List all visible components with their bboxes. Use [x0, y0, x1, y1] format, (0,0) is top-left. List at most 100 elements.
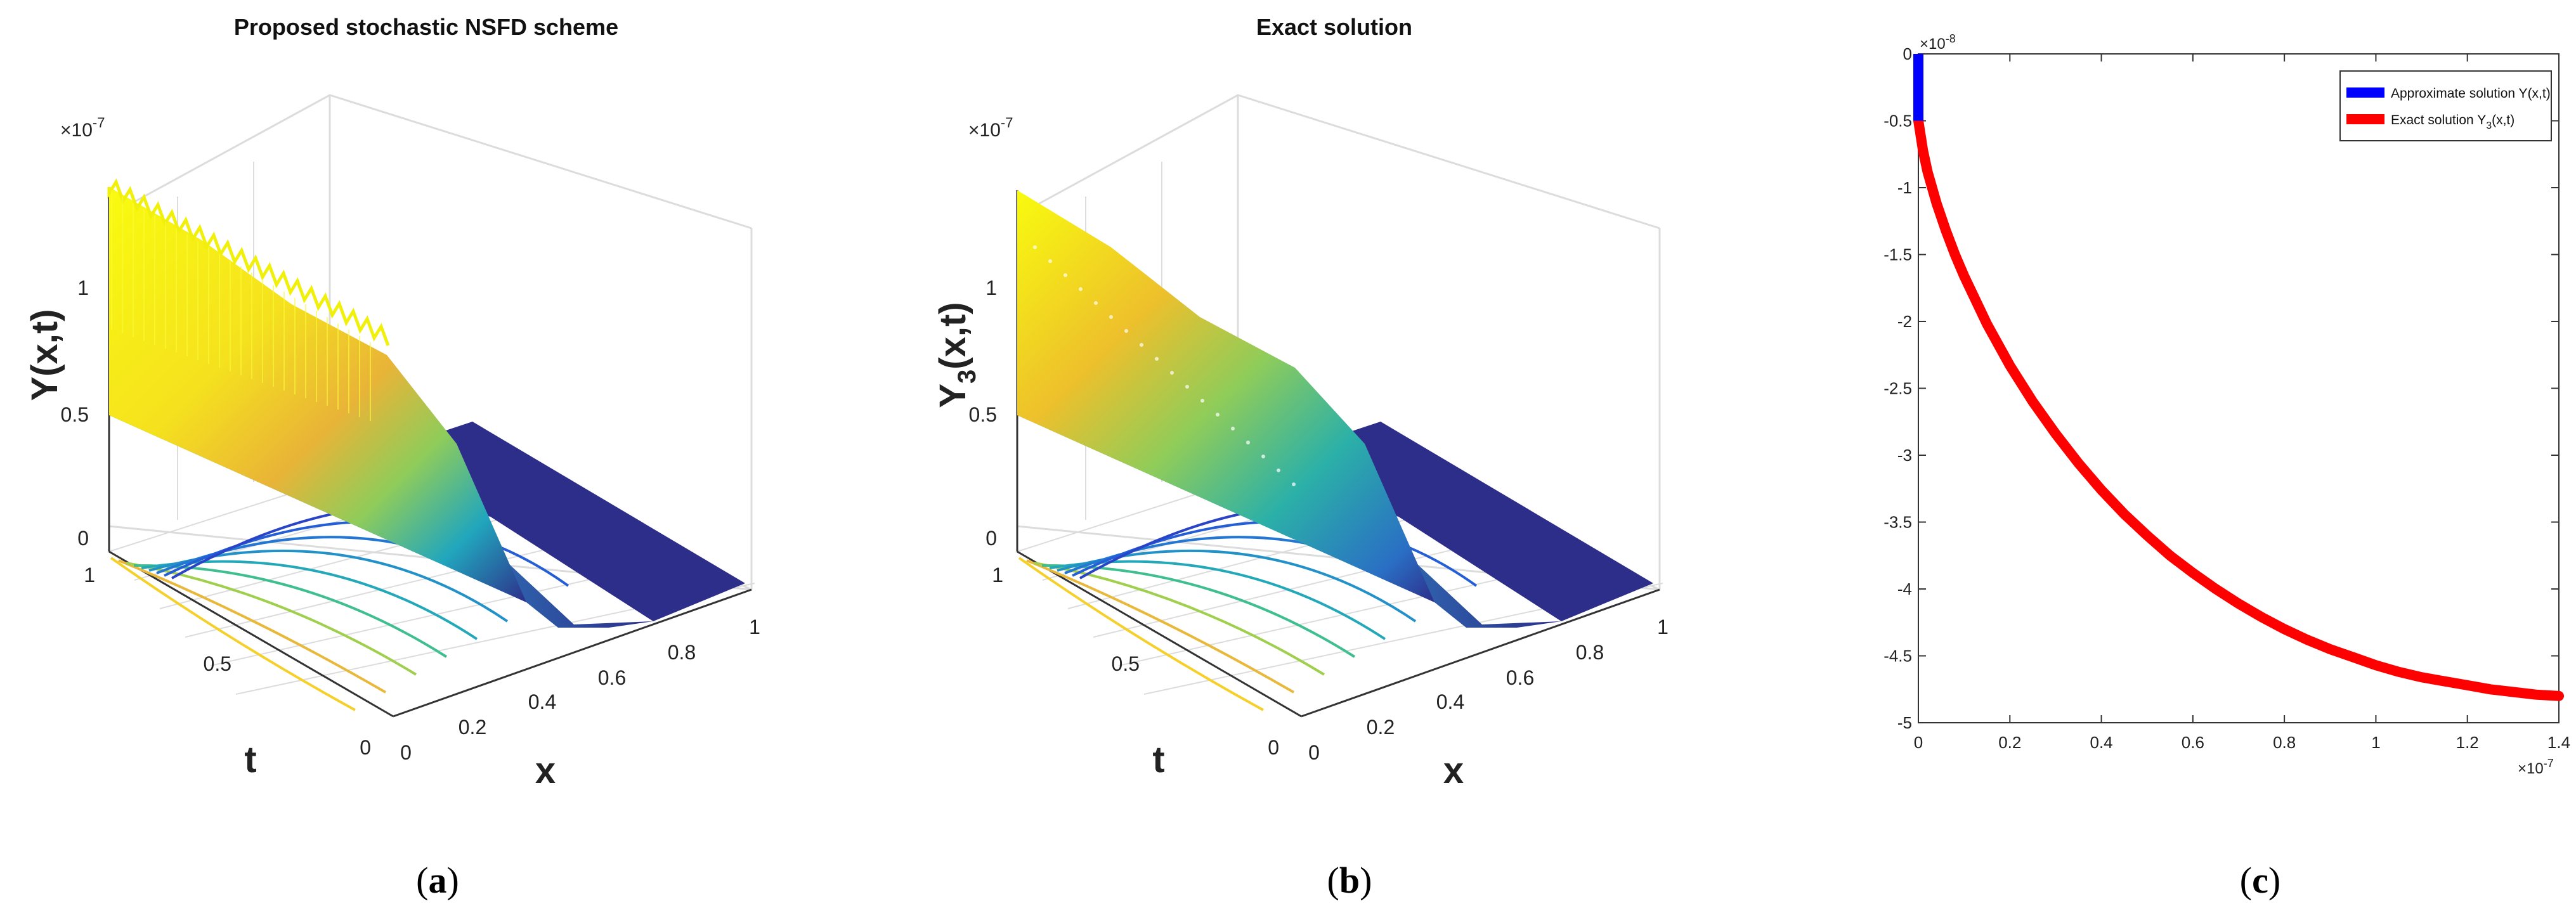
- y-tick-label: -2.5: [1883, 379, 1912, 398]
- surface-flat-region: [387, 422, 745, 621]
- series-line-exact: [1913, 115, 2564, 701]
- x-tick-label: 0.4: [528, 690, 556, 713]
- y-tick-label: -1: [1897, 178, 1912, 197]
- plot-title: Exact solution: [1256, 14, 1412, 40]
- y-tick-label: 0: [1903, 44, 1912, 63]
- surface-mesh-speck: [1064, 273, 1067, 277]
- plot-title: Proposed stochastic NSFD scheme: [234, 14, 618, 40]
- x-tick-label: 0.8: [2273, 733, 2296, 752]
- contour-line: [1041, 564, 1356, 658]
- x-tick-label: 0.6: [2182, 733, 2204, 752]
- x-axis-label: x: [535, 750, 556, 791]
- surface-mesh-speck: [1124, 329, 1128, 333]
- panel-a-surface-plot: 0 0.5 1 ×10-7 1 0.5 0 0 0.2 0.4 0.6 0.8 1 t x Y(x,t) Pro…: [24, 14, 760, 791]
- top-box-edge: [1017, 94, 1660, 230]
- z-exponent-label: ×10-7: [60, 115, 105, 141]
- t-axis-label: t: [244, 739, 256, 780]
- z-axis-label-subscript: 3: [953, 370, 981, 384]
- z-axis-label: Y3(x,t): [932, 302, 981, 408]
- x-tick-label: 1: [1657, 616, 1669, 638]
- plot-area: [1918, 53, 2560, 723]
- x-tick-label: 0.8: [1576, 641, 1604, 664]
- y-exponent-label: ×10-8: [1920, 32, 1956, 53]
- z-tick-label: 0.5: [61, 403, 89, 426]
- surface-mesh-speck: [1185, 385, 1189, 389]
- y-tick-label: -4: [1897, 579, 1912, 598]
- surface-mesh-speck: [1079, 287, 1083, 291]
- z-exponent-label: ×10-7: [968, 115, 1013, 141]
- panel-c-line-plot: 0-0.5-1-1.5-2-2.5-3-3.5-4-4.5-50 0.2 0.4 0.…: [1883, 32, 2570, 777]
- surface-noise-edge: [107, 178, 390, 346]
- legend-label-exact-subscript: 3: [2486, 120, 2492, 131]
- z-tick-label: 0: [986, 527, 997, 550]
- x-tick-label: 0.6: [1506, 666, 1534, 689]
- t-tick-label: 1: [84, 564, 95, 586]
- caption-c: (c): [2240, 860, 2280, 901]
- surface-top-sheet: [1017, 190, 1434, 602]
- x-tick-label: 0: [1308, 741, 1320, 764]
- contour-line: [1018, 557, 1264, 711]
- x-tick-label: 0.4: [2090, 733, 2112, 752]
- caption-a: (a): [416, 860, 459, 901]
- surface-mesh-speck: [1200, 399, 1204, 403]
- x-tick-label: 0.8: [668, 641, 696, 664]
- legend-box: [2339, 70, 2552, 141]
- y-tick-label: -2: [1897, 312, 1912, 331]
- surface-mesh-speck: [1170, 371, 1174, 375]
- x-exponent-label: ×10-7: [2518, 757, 2554, 777]
- t-tick-label: 0: [1268, 736, 1279, 759]
- legend-label-exact-rest: (x,t): [2492, 113, 2514, 127]
- surface-mesh-speck: [1109, 315, 1113, 319]
- top-box-edge: [108, 94, 752, 230]
- x-axis-label: x: [1443, 750, 1464, 791]
- z-tick-label: 1: [986, 276, 997, 299]
- x-axis-line: [1301, 588, 1660, 718]
- z-exponent-power: -7: [93, 115, 105, 131]
- surface-mesh-speck: [1033, 245, 1037, 249]
- surface-mesh-speck: [1155, 357, 1159, 361]
- contour-line: [118, 559, 387, 694]
- x-tick-label: 0: [400, 741, 412, 764]
- surface-top-sheet: [109, 187, 526, 602]
- x-tick-label: 0.6: [598, 666, 626, 689]
- z-axis-label-rest: (x,t): [932, 302, 973, 369]
- y-tick-label: -0.5: [1883, 112, 1912, 131]
- surface-mesh-speck: [1292, 482, 1296, 486]
- surface-mesh-speck: [1246, 441, 1250, 444]
- contour-line: [1034, 562, 1325, 676]
- x-exponent-power: -7: [2544, 757, 2554, 770]
- x-tick-label: 1: [749, 616, 760, 638]
- contour-line: [133, 564, 448, 658]
- y-tick-label: -5: [1897, 713, 1912, 732]
- surface-mesh-speck: [1216, 413, 1220, 417]
- legend-label-approximate: Approximate solution Y(x,t): [2391, 86, 2551, 101]
- z-tick-label: 1: [77, 276, 89, 299]
- x-tick-label: 0.2: [1998, 733, 2021, 752]
- y-tick-label: -1.5: [1883, 245, 1912, 264]
- z-tick-label: 0: [77, 527, 89, 550]
- z-exponent-power: -7: [1001, 115, 1013, 131]
- contour-line: [110, 557, 356, 711]
- contour-line: [126, 562, 417, 676]
- x-tick-label: 1.4: [2547, 733, 2570, 752]
- y-tick-label: -3: [1897, 446, 1912, 465]
- t-tick-label: 0: [360, 736, 371, 759]
- t-tick-label: 1: [992, 564, 1003, 586]
- t-axis-line: [1017, 550, 1302, 718]
- x-tick-label: 1.2: [2456, 733, 2479, 752]
- x-tick-label: 0: [1914, 733, 1923, 752]
- surface-mesh-speck: [1277, 469, 1280, 472]
- surface-flat-region: [1295, 422, 1653, 621]
- panel-b-surface-plot: 0 0.5 1 ×10-7 1 0.5 0 0 0.2 0.4 0.6 0.8 1 t x Y3(x,t) Ex…: [932, 14, 1669, 791]
- y-tick-label: -3.5: [1883, 513, 1912, 532]
- y-exponent-power: -8: [1946, 32, 1956, 45]
- x-tick-label: 0.2: [459, 716, 486, 739]
- surface-mesh-speck: [1140, 343, 1143, 347]
- t-tick-label: 0.5: [1112, 652, 1140, 675]
- t-axis-label: t: [1152, 739, 1164, 780]
- surface-mesh-speck: [1231, 427, 1235, 430]
- x-tick-label: 0.2: [1367, 716, 1395, 739]
- surface-mesh-speck: [1261, 455, 1265, 458]
- surface-mesh-speck: [1094, 301, 1098, 305]
